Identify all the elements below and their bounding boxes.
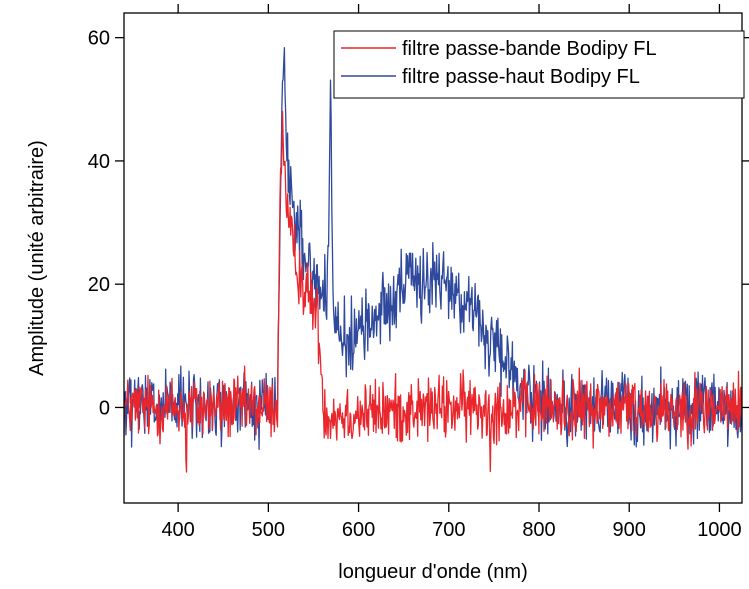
legend: filtre passe-bande Bodipy FL filtre pass…	[333, 30, 745, 99]
y-tick-label-20: 20	[88, 274, 110, 296]
series-line-passe-haut	[124, 47, 742, 451]
x-axis: 400 500 600 700 800 900 1000	[161, 4, 742, 541]
x-tick-label-900: 900	[613, 519, 646, 541]
y-tick-label-60: 60	[88, 28, 110, 50]
y-axis-title: Amplitude (unité arbitraire)	[26, 140, 48, 376]
series-layer	[124, 47, 742, 473]
y-tick-label-0: 0	[99, 397, 110, 419]
x-tick-label-400: 400	[161, 519, 194, 541]
legend-label-passe-haut: filtre passe-haut Bodipy FL	[402, 66, 640, 88]
legend-label-passe-bande: filtre passe-bande Bodipy FL	[402, 38, 657, 60]
series-line-passe-bande	[124, 110, 742, 473]
y-tick-label-40: 40	[88, 151, 110, 173]
x-tick-label-700: 700	[432, 519, 465, 541]
legend-box	[333, 30, 745, 99]
x-tick-label-500: 500	[252, 519, 285, 541]
x-tick-label-800: 800	[522, 519, 555, 541]
plot-frame	[123, 12, 743, 504]
x-axis-title: longueur d'onde (nm)	[338, 561, 528, 583]
x-tick-label-1000: 1000	[697, 519, 742, 541]
x-tick-label-600: 600	[342, 519, 375, 541]
